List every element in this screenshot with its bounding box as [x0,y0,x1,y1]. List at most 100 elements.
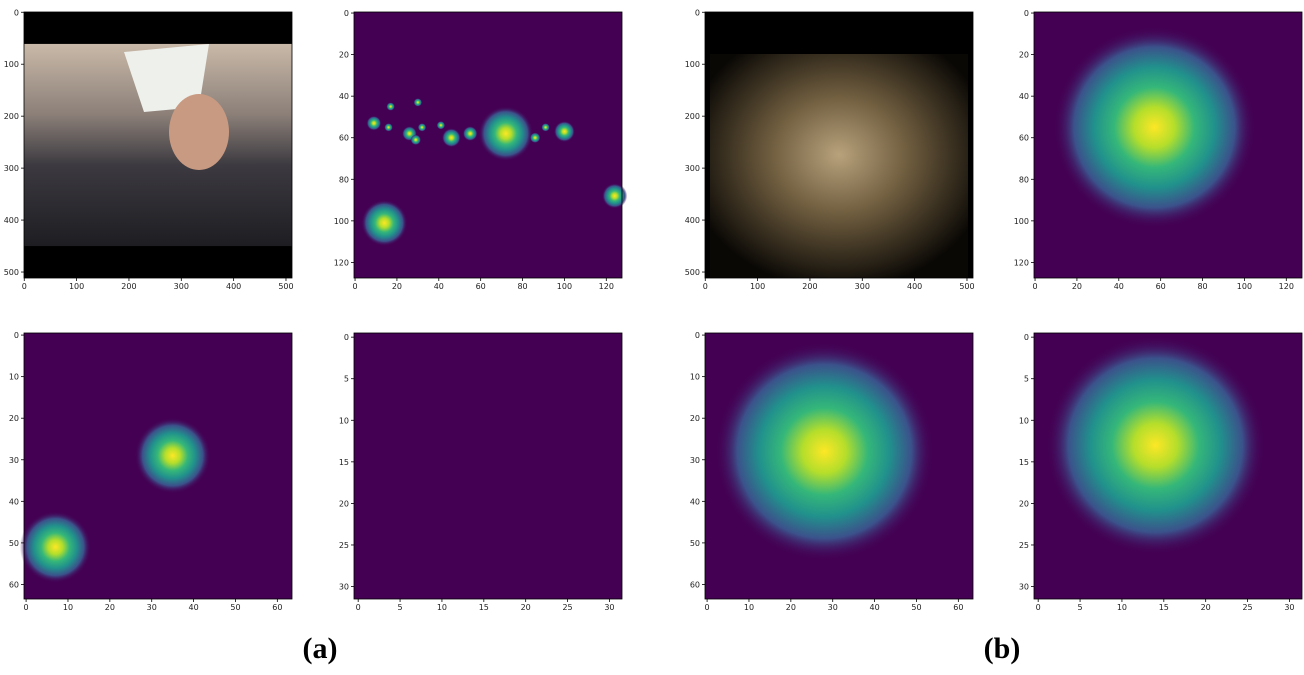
y-tick-label: 10 [690,373,700,382]
y-tick-label: 120 [334,258,349,267]
y-tick-label: 0 [1024,333,1029,342]
x-tick-label: 50 [911,603,921,612]
heat-blob [1047,336,1265,554]
x-tick-label: 30 [1284,603,1294,612]
x-tick-label: 60 [1156,282,1166,291]
x-tick-label: 0 [1036,603,1041,612]
x-tick-label: 20 [786,603,796,612]
x-tick-label: 100 [1237,282,1252,291]
heat-blob [414,98,422,106]
y-tick-label: 200 [685,112,700,121]
y-tick-label: 60 [339,134,349,143]
caption: (b) [984,632,1021,665]
image [169,94,229,170]
x-tick-label: 40 [434,282,444,291]
y-tick-label: 10 [1019,416,1029,425]
y-tick-label: 15 [1019,458,1029,467]
y-tick-label: 120 [1014,258,1029,267]
x-tick-label: 500 [278,282,293,291]
y-tick-label: 300 [4,164,19,173]
heat-blob [554,121,575,142]
y-tick-label: 40 [1019,92,1029,101]
y-tick-label: 400 [685,216,700,225]
x-tick-label: 100 [69,282,84,291]
x-tick-label: 60 [272,603,282,612]
y-tick-label: 0 [695,331,700,340]
heat-blob [1054,27,1255,228]
x-tick-label: 40 [870,603,880,612]
x-tick-label: 500 [959,282,974,291]
y-tick-label: 60 [9,580,19,589]
x-tick-label: 80 [517,282,527,291]
y-tick-label: 50 [690,539,700,548]
x-tick-label: 25 [1242,603,1252,612]
y-tick-label: 30 [690,456,700,465]
panel: 020406080100120020406080100120 [334,9,628,291]
x-tick-label: 80 [1197,282,1207,291]
x-tick-label: 10 [63,603,73,612]
x-tick-label: 300 [174,282,189,291]
y-tick-label: 60 [690,580,700,589]
y-tick-label: 20 [9,414,19,423]
heat-blob [463,126,478,141]
heat-blob [367,116,382,131]
y-tick-label: 0 [695,8,700,17]
y-tick-label: 25 [1019,541,1029,550]
x-tick-label: 10 [744,603,754,612]
x-tick-label: 0 [703,282,708,291]
x-tick-label: 20 [521,603,531,612]
image [354,333,622,599]
x-tick-label: 0 [22,282,27,291]
heat-blob [602,183,627,208]
x-tick-label: 20 [392,282,402,291]
y-tick-label: 20 [339,51,349,60]
heat-blob [715,343,933,561]
x-tick-label: 20 [1072,282,1082,291]
heat-blob [135,418,210,493]
y-tick-label: 80 [1019,175,1029,184]
caption: (a) [303,632,338,665]
y-tick-label: 0 [344,333,349,342]
x-tick-label: 200 [121,282,136,291]
heat-blob [541,123,549,131]
y-tick-label: 0 [344,9,349,18]
y-tick-label: 0 [1024,9,1029,18]
x-tick-label: 50 [230,603,240,612]
panel: 01020304050600102030405060 [690,331,973,612]
y-tick-label: 100 [4,60,19,69]
heat-blob [530,132,540,142]
x-tick-label: 30 [147,603,157,612]
y-tick-label: 80 [339,175,349,184]
heat-blob [361,200,407,246]
y-tick-label: 30 [9,456,19,465]
y-tick-label: 0 [14,8,19,17]
x-tick-label: 200 [802,282,817,291]
x-tick-label: 60 [953,603,963,612]
heat-blob [437,121,445,129]
y-tick-label: 40 [339,92,349,101]
x-tick-label: 120 [599,282,614,291]
x-tick-label: 0 [1033,282,1038,291]
x-tick-label: 400 [226,282,241,291]
y-tick-label: 40 [690,497,700,506]
heat-blob [479,106,533,160]
x-tick-label: 400 [907,282,922,291]
x-tick-label: 40 [1114,282,1124,291]
panel: 020406080100120020406080100120 [1014,9,1302,291]
x-tick-label: 60 [476,282,486,291]
x-tick-label: 0 [24,603,29,612]
y-tick-label: 100 [685,60,700,69]
x-tick-label: 15 [479,603,489,612]
heat-blob [384,123,392,131]
x-tick-label: 0 [705,603,710,612]
y-tick-label: 500 [4,268,19,277]
y-tick-label: 0 [14,331,19,340]
image [710,54,968,278]
y-tick-label: 10 [9,373,19,382]
heat-blob [442,128,461,147]
y-tick-label: 20 [1019,499,1029,508]
y-tick-label: 100 [334,217,349,226]
x-tick-label: 100 [557,282,572,291]
y-tick-label: 15 [339,458,349,467]
